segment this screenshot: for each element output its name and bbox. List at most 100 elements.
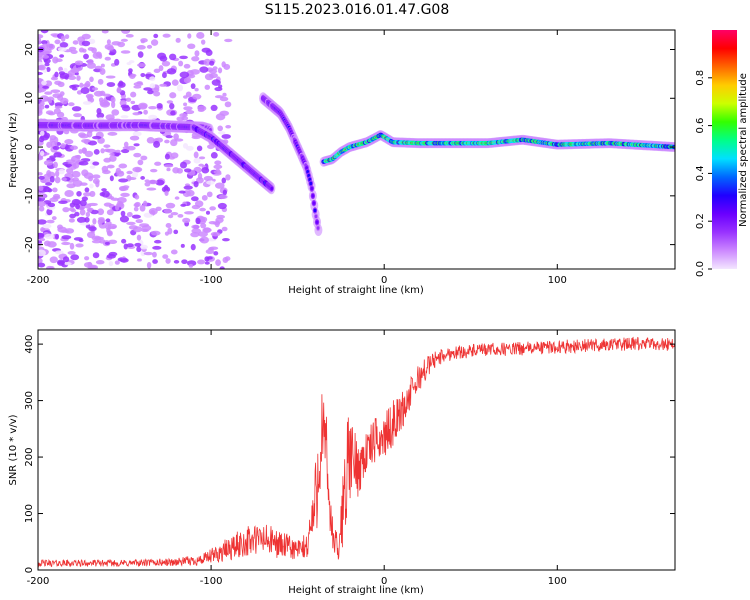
noise-blob (40, 100, 45, 107)
noise-blob (99, 67, 106, 75)
noise-blob (213, 164, 223, 170)
spectrogram-x-tick-label: -100 (200, 275, 223, 286)
noise-blob (105, 75, 116, 79)
noise-blob (66, 167, 74, 174)
noise-blob (164, 190, 169, 196)
noise-blob (38, 233, 45, 240)
noise-blob (208, 69, 218, 74)
noise-blob (79, 208, 86, 216)
noise-blob (88, 175, 94, 182)
noise-blob (83, 53, 89, 60)
noise-blob (118, 178, 129, 183)
noise-blob (194, 200, 204, 208)
noise-blob (109, 175, 114, 182)
noise-blob (38, 219, 47, 225)
noise-blob (166, 100, 174, 104)
noise-blob (87, 47, 95, 51)
noise-blob (100, 63, 105, 68)
noise-blob (199, 66, 209, 73)
colorbar-tick-label: 0.4 (695, 165, 706, 181)
noise-blob (196, 32, 205, 39)
noise-blob (38, 249, 46, 257)
noise-blob (192, 93, 202, 100)
noise-blob (221, 177, 227, 184)
noise-blob (131, 171, 139, 178)
noise-blob (153, 68, 161, 74)
noise-blob (94, 65, 103, 70)
noise-blob (129, 135, 140, 141)
noise-blob (202, 227, 212, 233)
noise-blob (148, 114, 158, 121)
noise-blob (176, 168, 183, 174)
noise-blob (150, 230, 161, 236)
noise-blob (217, 67, 223, 74)
noise-blob (174, 196, 180, 200)
noise-blob (54, 233, 59, 240)
noise-blob (170, 211, 179, 216)
noise-blob (38, 172, 43, 176)
noise-blob (210, 231, 221, 237)
spectrogram-y-tick-label: 0 (24, 144, 35, 150)
noise-blob (152, 251, 157, 258)
noise-blob (181, 259, 188, 265)
noise-blob (101, 190, 110, 198)
noise-blob (44, 80, 53, 87)
track-core (270, 186, 274, 191)
noise-blob (126, 211, 133, 217)
noise-blob (200, 39, 206, 45)
noise-blob (224, 38, 233, 43)
snr-y-axis-label: SNR (10 * v/v) (8, 414, 19, 485)
figure-title: S115.2023.016.01.47.G08 (265, 2, 450, 18)
noise-blob (96, 112, 105, 119)
noise-blob (55, 170, 60, 178)
noise-blob (201, 194, 208, 201)
noise-blob (114, 260, 120, 265)
noise-blob (163, 208, 172, 214)
noise-blob (190, 196, 199, 202)
noise-blob (53, 108, 61, 115)
noise-blob (133, 85, 142, 89)
noise-blob (41, 80, 47, 86)
noise-blob (119, 258, 129, 263)
noise-blob (70, 145, 78, 150)
noise-blob (136, 81, 143, 85)
noise-blob (76, 75, 81, 81)
noise-blob (81, 147, 88, 154)
noise-blob (38, 34, 44, 39)
noise-blob (224, 101, 232, 108)
noise-blob (73, 113, 82, 118)
track-core (311, 194, 315, 198)
noise-blob (201, 167, 210, 174)
noise-blob (217, 202, 227, 210)
noise-blob (71, 177, 80, 182)
noise-blob (135, 219, 144, 224)
noise-blob (141, 228, 149, 233)
noise-blob (51, 216, 57, 221)
noise-blob (162, 33, 171, 38)
track-core (314, 214, 318, 219)
noise-blob (92, 87, 99, 91)
noise-blob (99, 99, 110, 107)
noise-blob (57, 81, 65, 88)
noise-blob (59, 91, 65, 97)
noise-blob (81, 169, 89, 177)
noise-blob (164, 231, 170, 236)
noise-blob (73, 237, 83, 241)
noise-blob (44, 233, 55, 239)
noise-blob (54, 71, 59, 78)
noise-blob (210, 152, 218, 159)
noise-blob (213, 251, 219, 256)
noise-blob (71, 170, 81, 178)
noise-blob (57, 47, 67, 52)
noise-blob (140, 39, 145, 44)
noise-blob (89, 165, 96, 169)
noise-blob (139, 204, 146, 212)
noise-blob (214, 182, 225, 189)
noise-blob (119, 215, 129, 223)
noise-blob (126, 145, 136, 151)
noise-blob (92, 174, 101, 179)
noise-blob (129, 73, 136, 79)
noise-blob (179, 161, 188, 169)
noise-blob (178, 60, 184, 67)
noise-blob (225, 174, 231, 181)
